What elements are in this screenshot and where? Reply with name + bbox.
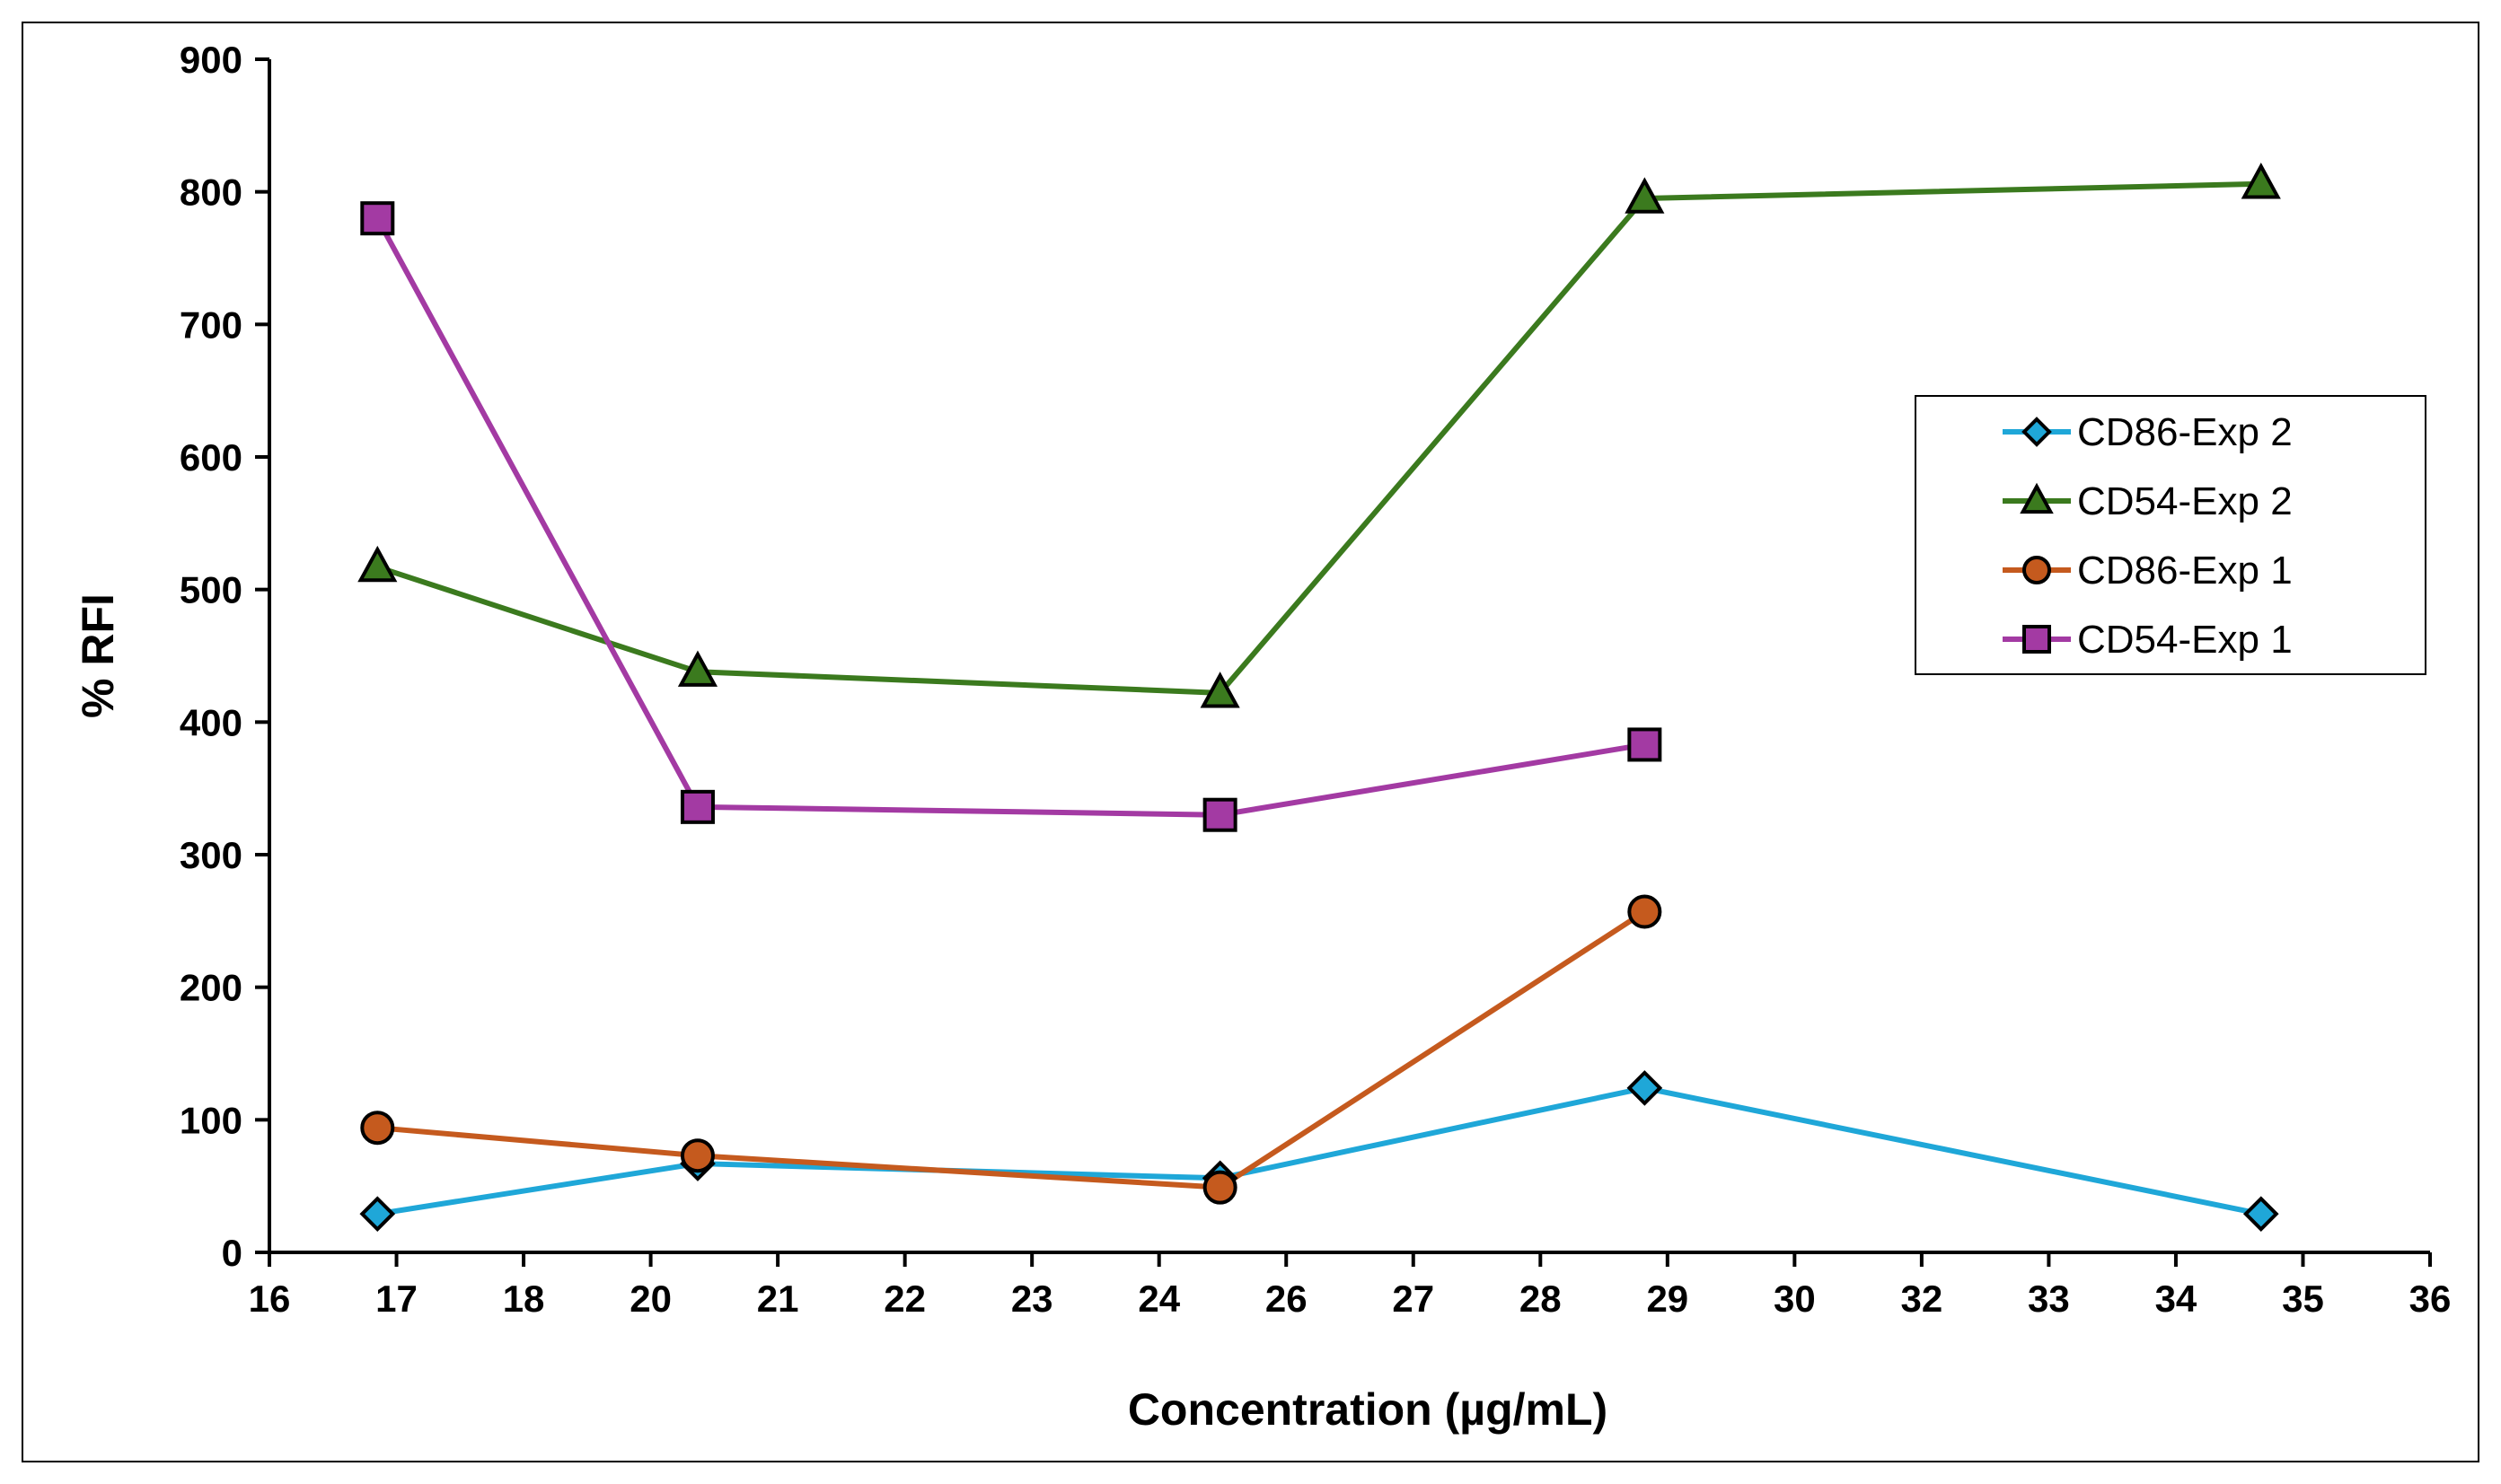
data-point-cd54-exp-2 — [1625, 177, 1665, 214]
x-tick-label: 30 — [1774, 1278, 1816, 1320]
y-tick-label: 500 — [180, 569, 242, 611]
x-tick-label: 32 — [1901, 1278, 1943, 1320]
data-point-cd86-exp-1 — [1627, 894, 1662, 929]
series-line-cd86-exp-1 — [377, 909, 1646, 1190]
y-tick-label: 0 — [222, 1232, 242, 1274]
chart-frame: 0 100 200 300 400 500 600 700 800 900 16 17 18 20 21 22… — [22, 22, 2479, 1462]
legend-marker-cd86-exp-1 — [2022, 556, 2051, 584]
data-point-cd86-exp-1 — [1202, 1170, 1237, 1205]
x-tick-label: 26 — [1265, 1278, 1308, 1320]
x-tick-label: 35 — [2282, 1278, 2324, 1320]
data-point-cd54-exp-1 — [360, 201, 395, 236]
x-tick-label: 17 — [375, 1278, 418, 1320]
data-point-cd54-exp-2 — [357, 545, 398, 583]
y-tick-label: 600 — [180, 436, 242, 479]
legend-label-cd86-exp-1: CD86-Exp 1 — [2077, 549, 2293, 593]
x-tick-label: 18 — [503, 1278, 545, 1320]
legend-marker-cd54-exp-1 — [2022, 625, 2051, 654]
x-tick-label: 29 — [1646, 1278, 1688, 1320]
data-point-cd54-exp-2 — [677, 650, 718, 687]
data-point-cd86-exp-2 — [1626, 1070, 1663, 1106]
legend-label-cd54-exp-2: CD54-Exp 2 — [2077, 479, 2293, 523]
x-tick-label: 24 — [1138, 1278, 1180, 1320]
series-line-cd54-exp-1 — [374, 216, 1645, 818]
data-point-cd86-exp-1 — [680, 1138, 715, 1173]
x-axis-title: Concentration (µg/mL) — [1128, 1384, 1607, 1435]
x-tick-label: 28 — [1519, 1278, 1562, 1320]
y-tick-label: 900 — [180, 39, 242, 81]
x-tick-label: 20 — [630, 1278, 672, 1320]
legend-box — [1915, 395, 2426, 675]
y-tick-label: 700 — [180, 303, 242, 346]
x-tick-label: 16 — [249, 1278, 291, 1320]
x-tick-label: 22 — [884, 1278, 926, 1320]
data-point-cd86-exp-1 — [360, 1111, 395, 1146]
y-tick-label: 400 — [180, 701, 242, 743]
legend-label-cd86-exp-2: CD86-Exp 2 — [2077, 410, 2293, 454]
y-tick-label: 800 — [180, 171, 242, 214]
y-tick-label: 100 — [180, 1099, 242, 1141]
x-tick-label: 27 — [1392, 1278, 1434, 1320]
data-point-cd54-exp-1 — [1627, 727, 1662, 762]
x-tick-label: 23 — [1011, 1278, 1053, 1320]
y-axis-title: % RFI — [73, 593, 123, 718]
legend-marker-cd86-exp-2 — [2021, 417, 2052, 447]
x-tick-label: 34 — [2155, 1278, 2197, 1320]
chart-svg: 0 100 200 300 400 500 600 700 800 900 16 17 18 20 21 22… — [73, 39, 2452, 1435]
data-point-cd54-exp-2 — [2241, 162, 2281, 199]
y-tick-label: 200 — [180, 967, 242, 1009]
legend-label-cd54-exp-1: CD54-Exp 1 — [2077, 618, 2293, 662]
y-tick-label: 300 — [180, 834, 242, 876]
x-tick-label: 21 — [757, 1278, 799, 1320]
legend-marker-cd54-exp-2 — [2020, 482, 2054, 514]
x-tick-label: 36 — [2409, 1278, 2452, 1320]
x-tick-label: 33 — [2028, 1278, 2070, 1320]
data-point-cd86-exp-2 — [2242, 1196, 2279, 1233]
data-point-cd54-exp-1 — [1202, 797, 1237, 832]
data-point-cd86-exp-2 — [359, 1196, 396, 1233]
data-point-cd54-exp-2 — [1200, 672, 1240, 708]
data-point-cd54-exp-1 — [680, 789, 715, 824]
